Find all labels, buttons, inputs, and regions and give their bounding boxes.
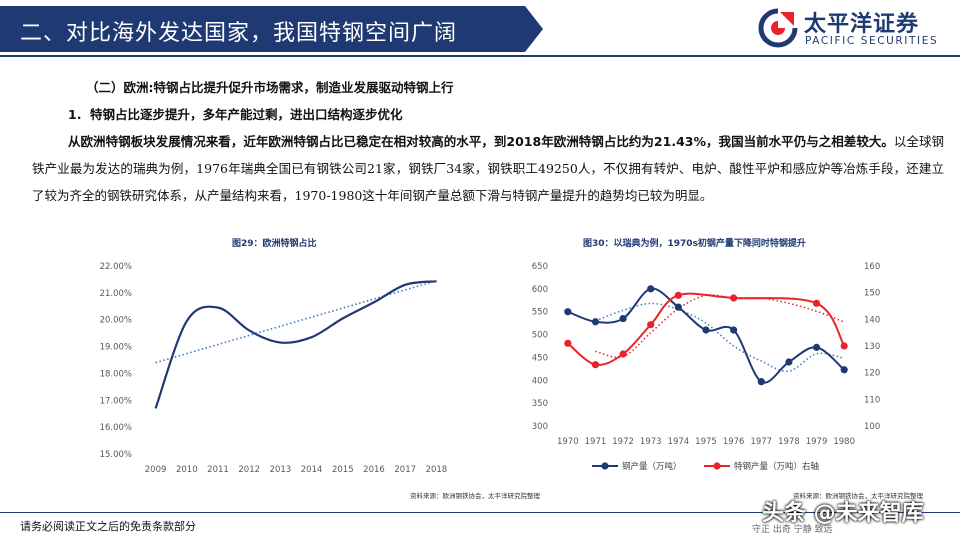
body-paragraph: 从欧洲特钢板块发展情况来看，近年欧洲特钢占比已稳定在相对较高的水平，到2018年… — [32, 128, 944, 209]
legend-label-special-steel: 特钢产量（万吨）右轴 — [734, 461, 819, 472]
y-right-tick-label: 140 — [864, 315, 880, 325]
y-right-tick-label: 120 — [864, 369, 880, 379]
y-left-tick-label: 650 — [532, 262, 548, 272]
data-point-special-steel — [647, 321, 655, 329]
y-right-tick-label: 160 — [864, 262, 880, 272]
paragraph-body: 以全球钢铁产业最为发达的瑞典为例，1976年瑞典全国已有钢铁公司21家，钢铁厂3… — [32, 134, 944, 203]
x-tick-label: 2014 — [301, 465, 323, 475]
data-point-special-steel — [812, 299, 821, 307]
y-right-tick-label: 100 — [864, 422, 880, 432]
subsection-heading: 1. 特钢占比逐步提升，多年产能过剩，进出口结构逐步优化 — [68, 104, 403, 123]
x-tick-label: 1978 — [778, 437, 800, 447]
trend-line-steel — [595, 302, 845, 372]
y-left-tick-label: 500 — [532, 331, 548, 341]
data-point-special-steel — [674, 291, 682, 299]
data-point-steel — [840, 366, 848, 374]
subsection-number: 1. — [68, 107, 82, 122]
paragraph-lead: 从欧洲特钢板块发展情况来看，近年欧洲特钢占比已稳定在相对较高的水平，到2018年… — [68, 134, 894, 149]
footer-motto: 守正 出奇 宁静 致远 — [752, 525, 833, 535]
chart29-svg: 15.00% 16.00% 17.00% 18.00% 19.00% 20.00% 21.0… — [100, 262, 448, 475]
data-point-special-steel — [591, 361, 600, 369]
x-tick-label: 1973 — [640, 437, 662, 447]
y-left-tick-label: 600 — [532, 285, 548, 295]
data-point-steel — [564, 308, 572, 316]
x-tick-label: 1980 — [833, 437, 855, 447]
y-right-tick-label: 130 — [864, 342, 880, 352]
series-line-steel-output — [567, 287, 845, 384]
data-point-steel — [812, 343, 821, 351]
x-tick-label: 2009 — [145, 465, 167, 475]
x-tick-label: 1970 — [557, 437, 579, 447]
y-left-tick-label: 300 — [532, 422, 548, 432]
y-tick-label: 21.00% — [100, 289, 132, 299]
y-tick-label: 19.00% — [100, 343, 132, 353]
footer-divider — [0, 512, 960, 513]
data-point-steel — [785, 358, 793, 366]
y-left-tick-label: 400 — [532, 376, 548, 386]
y-left-tick-label: 350 — [532, 399, 548, 409]
legend-marker-steel — [601, 462, 609, 470]
data-point-steel — [591, 318, 600, 326]
section-heading: （二）欧洲:特钢占比提升促升市场需求，制造业发展驱动特钢上行 — [86, 80, 454, 95]
data-point-special-steel — [564, 339, 572, 347]
x-tick-label: 2010 — [176, 465, 198, 475]
subsection-title: 特钢占比逐步提升，多年产能过剩，进出口结构逐步优化 — [90, 107, 403, 122]
legend-label-steel: 钢产量（万吨） — [622, 461, 682, 472]
y-tick-label: 22.00% — [100, 262, 132, 272]
x-tick-label: 2016 — [363, 465, 385, 475]
page-title: 二、对比海外发达国家，我国特钢空间广阔 — [20, 21, 458, 46]
trend-line-special-steel — [595, 294, 845, 359]
footer-disclaimer: 请务必阅读正文之后的免责条款部分 — [20, 520, 196, 533]
title-banner: 二、对比海外发达国家，我国特钢空间广阔 — [0, 6, 543, 52]
figure30-source: 资料来源：欧洲钢铁协会，太平洋研究院整理 — [793, 492, 923, 500]
x-tick-label: 2013 — [270, 465, 292, 475]
x-tick-label: 1975 — [695, 437, 717, 447]
y-tick-label: 15.00% — [100, 450, 132, 460]
y-tick-label: 18.00% — [100, 369, 132, 379]
figure29-source: 资料来源：欧洲钢铁协会，太平洋研究院整理 — [410, 492, 540, 500]
y-left-tick-label: 550 — [532, 308, 548, 318]
data-point-steel — [674, 303, 682, 311]
data-point-steel — [730, 326, 738, 334]
data-point-special-steel — [619, 350, 627, 358]
x-tick-label: 2017 — [394, 465, 416, 475]
data-point-special-steel — [840, 342, 848, 350]
x-tick-label: 2012 — [238, 465, 260, 475]
x-tick-label: 1976 — [723, 437, 745, 447]
watermark: 头条 @未来智库 — [762, 501, 924, 526]
title-divider — [0, 55, 960, 57]
logo-mark-icon — [758, 8, 798, 48]
logo-cn-text: 太平洋证券 — [804, 12, 920, 37]
series-line-special-steel-share — [154, 280, 437, 409]
y-tick-label: 16.00% — [100, 423, 132, 433]
y-tick-label: 17.00% — [100, 396, 132, 406]
data-point-steel — [619, 314, 627, 323]
logo-en-text: PACIFIC SECURITIES — [805, 35, 939, 47]
chart30-svg: 300 350 400 450 500 550 600 650 100 110 120 130 140 1… — [532, 262, 880, 472]
legend-marker-special-steel — [713, 462, 721, 470]
x-tick-label: 1977 — [750, 437, 772, 447]
chart-europe-special-steel-share: 15.00% 16.00% 17.00% 18.00% 19.00% 20.00% 21.0… — [80, 252, 470, 484]
data-point-steel — [647, 285, 655, 293]
x-tick-label: 1974 — [668, 437, 690, 447]
x-tick-label: 1979 — [806, 437, 828, 447]
x-tick-label: 1971 — [585, 437, 607, 447]
data-point-steel — [757, 378, 765, 386]
data-point-special-steel — [730, 294, 738, 302]
x-tick-label: 2018 — [426, 465, 448, 475]
trend-line — [155, 280, 437, 364]
y-left-tick-label: 450 — [532, 353, 548, 363]
chart-sweden-steel-output: 300 350 400 450 500 550 600 650 100 110 120 130 140 1… — [518, 252, 898, 484]
figure30-title: 图30：以瑞典为例，1970s初钢产量下降同时特钢提升 — [583, 239, 806, 249]
company-logo: 太平洋证券 PACIFIC SECURITIES — [758, 6, 958, 52]
x-tick-label: 2011 — [207, 465, 229, 475]
data-point-steel — [702, 326, 710, 334]
y-right-tick-label: 150 — [864, 289, 880, 299]
x-tick-label: 2015 — [332, 465, 354, 475]
y-tick-label: 20.00% — [100, 316, 132, 326]
y-right-tick-label: 110 — [864, 395, 880, 405]
x-tick-label: 1972 — [612, 437, 634, 447]
figure29-title: 图29：欧洲特钢占比 — [232, 239, 317, 249]
